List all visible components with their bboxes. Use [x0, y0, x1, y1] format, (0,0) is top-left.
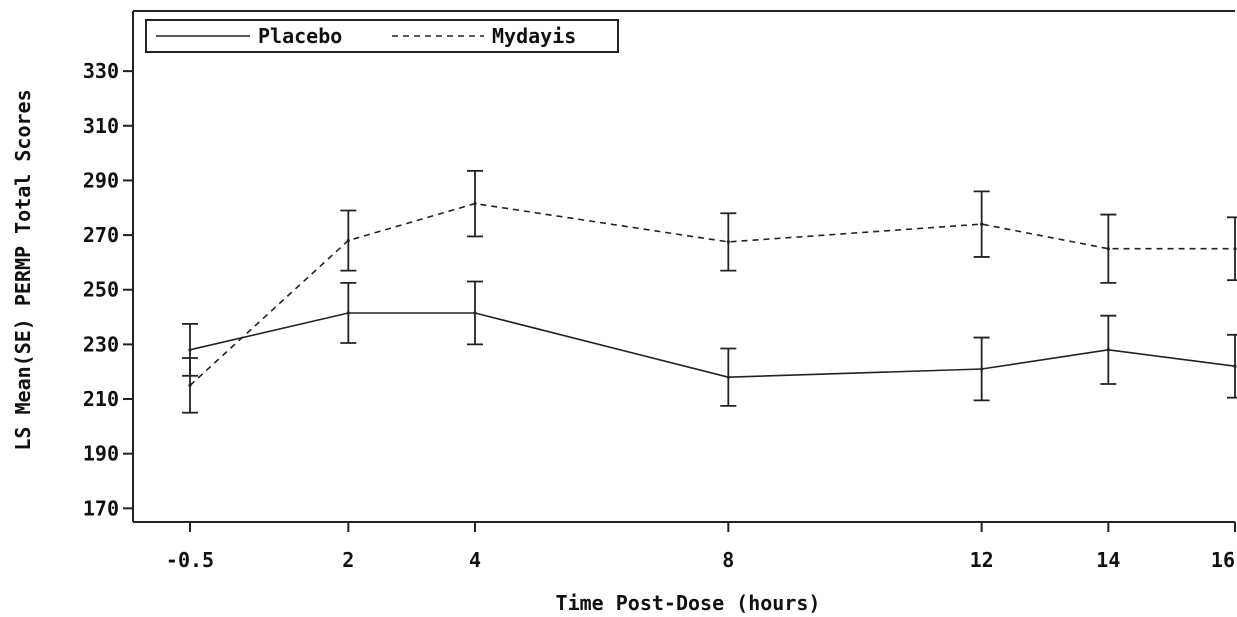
- x-axis-title: Time Post-Dose (hours): [556, 591, 821, 615]
- y-tick-label: 230: [83, 332, 119, 356]
- y-tick-label: 270: [83, 223, 119, 247]
- y-tick-label: 310: [83, 114, 119, 138]
- x-tick-label: -0.5: [166, 548, 214, 572]
- y-tick-label: 210: [83, 387, 119, 411]
- x-tick-label: 12: [970, 548, 994, 572]
- series-layer: [182, 169, 1237, 414]
- y-axis-title: LS Mean(SE) PERMP Total Scores: [11, 89, 35, 450]
- series-line-placebo: [189, 312, 1236, 379]
- x-tick-label: 4: [469, 548, 481, 572]
- x-tick-label: 2: [342, 548, 354, 572]
- legend: Placebo Mydayis: [145, 19, 619, 53]
- data-point: [473, 311, 477, 315]
- y-tick-label: 190: [83, 442, 119, 466]
- data-point: [726, 240, 730, 244]
- x-tick-label: 16: [1211, 548, 1235, 572]
- data-point: [726, 375, 730, 379]
- data-point: [188, 348, 192, 352]
- legend-label-placebo: Placebo: [258, 24, 342, 48]
- series-line-mydayis: [189, 202, 1235, 386]
- series-placebo: [182, 280, 1237, 407]
- data-point: [1233, 247, 1237, 251]
- series-mydayis: [182, 169, 1237, 414]
- y-tick-label: 290: [83, 168, 119, 192]
- data-point: [1106, 247, 1110, 251]
- data-point: [346, 311, 350, 315]
- data-point: [346, 238, 350, 243]
- plot-frame: [132, 10, 1235, 523]
- data-point: [188, 383, 192, 387]
- legend-label-mydayis: Mydayis: [492, 24, 576, 48]
- y-axis: 170 190 210 230 250 270 290 310 330: [83, 59, 133, 520]
- x-tick-label: 14: [1096, 548, 1120, 572]
- data-point: [980, 222, 984, 226]
- x-axis: -0.5 2 4 8 12 14 16: [166, 522, 1236, 572]
- data-point: [1233, 364, 1237, 368]
- y-tick-label: 250: [83, 278, 119, 302]
- data-point: [980, 367, 984, 371]
- data-point: [1106, 348, 1110, 352]
- y-tick-label: 170: [83, 496, 119, 520]
- data-point: [473, 202, 477, 206]
- x-tick-label: 8: [722, 548, 734, 572]
- y-tick-label: 330: [83, 59, 119, 83]
